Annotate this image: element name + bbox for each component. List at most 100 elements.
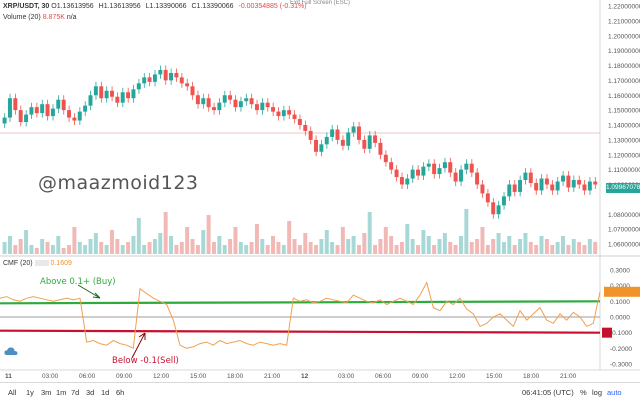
time-tick-label: 06:00 xyxy=(79,373,96,380)
candle-body xyxy=(528,172,533,184)
volume-bar xyxy=(142,245,147,254)
volume-bar xyxy=(50,245,55,254)
candle-body xyxy=(169,72,174,81)
chart-canvas[interactable]: 1.22000000 1.21000000 1.20000000 1.19000000… xyxy=(0,0,640,382)
price-tick-label: 1.06000000 xyxy=(608,242,640,249)
timeframe-button[interactable]: 6h xyxy=(116,388,125,397)
candle-body xyxy=(115,96,120,103)
volume-bar xyxy=(523,233,528,254)
volume-bar xyxy=(351,236,356,254)
candle-body xyxy=(99,86,104,99)
log-toggle[interactable]: log xyxy=(592,388,603,397)
cmf-tick-label: -0.3000 xyxy=(610,362,632,369)
timeframe-button[interactable]: 3m xyxy=(41,388,52,397)
candle-body xyxy=(501,196,506,206)
volume-bar xyxy=(308,242,313,254)
volume-bar xyxy=(571,239,576,254)
volume-bar xyxy=(99,242,104,254)
cloud-icon[interactable] xyxy=(4,345,18,357)
volume-bar xyxy=(147,242,152,254)
candle-body xyxy=(265,102,270,108)
cmf-settings-icon[interactable] xyxy=(34,260,49,267)
exit-fullscreen-hint[interactable]: Exit Full Screen (ESC) xyxy=(290,0,351,6)
candle-body xyxy=(308,130,313,140)
volume-extra: n/a xyxy=(66,14,77,21)
candle-body xyxy=(324,136,329,145)
candle-body xyxy=(539,178,544,191)
timeframe-button[interactable]: 1d xyxy=(101,388,110,397)
candle-body xyxy=(426,163,431,167)
volume-bar xyxy=(93,233,98,254)
candle-body xyxy=(2,117,7,124)
timeframe-button[interactable]: 3d xyxy=(86,388,95,397)
volume-bar xyxy=(448,242,453,254)
volume-bar xyxy=(555,242,560,254)
volume-bar xyxy=(45,242,50,254)
time-tick-label: 15:00 xyxy=(486,373,503,380)
timeframe-button[interactable]: 7d xyxy=(71,388,80,397)
candle-body xyxy=(131,89,136,99)
volume-bar xyxy=(249,242,254,254)
candle-body xyxy=(34,107,39,114)
auto-toggle[interactable]: auto xyxy=(607,388,622,397)
volume-bar xyxy=(314,245,318,254)
candle-body xyxy=(416,169,421,176)
candle-body xyxy=(163,69,168,81)
volume-bar xyxy=(195,245,200,254)
volume-bar xyxy=(421,230,426,254)
volume-bar xyxy=(281,245,286,254)
volume-bar xyxy=(534,245,539,254)
candle-body xyxy=(67,110,72,118)
candle-body xyxy=(233,99,238,108)
cmf-legend: CMF (20) 0.1609 xyxy=(3,260,72,267)
volume-bar xyxy=(437,239,442,254)
timeframe-button[interactable]: 1m xyxy=(56,388,67,397)
cmf-tick-label: 0.0000 xyxy=(610,315,630,322)
time-axis: 11 03:00 06:00 09:00 12:00 15:00 18:00 21:00 12 0… xyxy=(5,373,577,380)
volume-bar xyxy=(40,239,45,254)
volume-bar xyxy=(410,239,415,254)
percent-toggle[interactable]: % xyxy=(580,388,587,397)
time-tick-label: 15:00 xyxy=(190,373,207,380)
volume-bar xyxy=(228,239,233,254)
volume-bar xyxy=(185,227,190,254)
volume-bar xyxy=(7,236,12,254)
volume-bar xyxy=(77,242,82,254)
volume-bar xyxy=(475,239,480,254)
candle-body xyxy=(362,139,367,149)
volume-bar xyxy=(297,245,302,254)
volume-bar xyxy=(120,245,125,254)
candle-body xyxy=(217,102,222,111)
volume-bar xyxy=(501,242,506,254)
candle-body xyxy=(120,92,125,103)
volume-bar xyxy=(324,230,329,254)
time-tick-label: 18:00 xyxy=(523,373,540,380)
volume-value: 8.875K xyxy=(42,14,65,21)
volume-bar xyxy=(356,245,361,254)
candle-body xyxy=(550,184,555,191)
volume-bar xyxy=(362,233,367,254)
close-value: C1.13390066 xyxy=(191,3,234,10)
time-tick-label: 18:00 xyxy=(227,373,244,380)
volume-bar xyxy=(464,209,469,254)
candle-body xyxy=(292,114,297,120)
candle-body xyxy=(330,129,335,137)
volume-bar xyxy=(303,233,308,254)
candle-body xyxy=(544,178,549,185)
price-tick-label: 1.21000000 xyxy=(608,18,640,25)
candle-body xyxy=(77,111,82,121)
volume-bar xyxy=(34,248,39,254)
candle-body xyxy=(351,126,356,133)
volume-bar xyxy=(512,245,517,254)
volume-bar xyxy=(174,245,179,254)
candle-body xyxy=(29,107,34,115)
volume-bar xyxy=(335,245,340,254)
timeframe-button[interactable]: All xyxy=(8,388,17,397)
price-axis: 1.22000000 1.21000000 1.20000000 1.19000000… xyxy=(608,4,640,249)
volume-bar xyxy=(152,239,157,254)
timeframe-button[interactable]: 1y xyxy=(26,388,34,397)
volume-bar xyxy=(67,245,72,254)
cmf-tick-label: 0.3000 xyxy=(610,268,630,275)
volume-bar xyxy=(260,239,265,254)
volume-bar xyxy=(292,239,297,254)
